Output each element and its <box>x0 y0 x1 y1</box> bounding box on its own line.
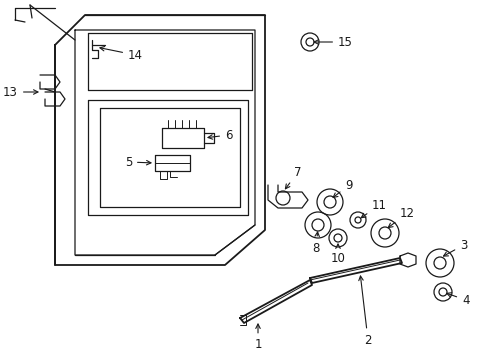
Text: 10: 10 <box>330 244 345 265</box>
Text: 13: 13 <box>3 86 38 99</box>
Text: 3: 3 <box>443 239 467 256</box>
Text: 7: 7 <box>285 166 301 189</box>
Text: 12: 12 <box>387 207 414 228</box>
Text: 2: 2 <box>358 276 371 346</box>
Text: 1: 1 <box>254 324 261 351</box>
Text: 15: 15 <box>313 36 352 49</box>
Text: 14: 14 <box>100 46 142 62</box>
Text: 6: 6 <box>207 129 232 141</box>
Text: 9: 9 <box>332 179 352 198</box>
Text: 4: 4 <box>446 293 468 306</box>
Text: 8: 8 <box>312 232 319 255</box>
Text: 5: 5 <box>124 156 151 168</box>
Text: 11: 11 <box>361 198 386 218</box>
